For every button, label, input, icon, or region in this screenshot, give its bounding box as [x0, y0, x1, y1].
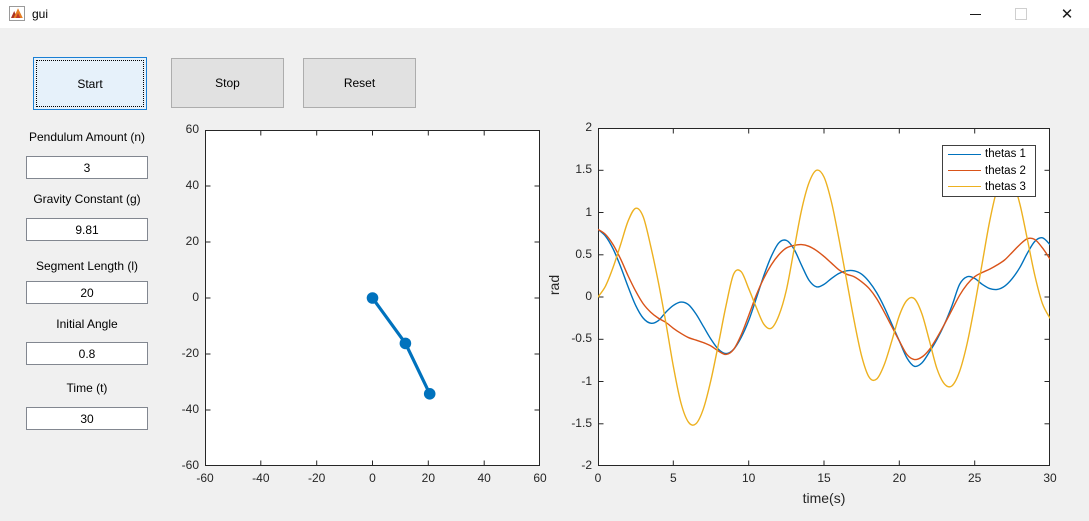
x-tick-label: 40	[477, 471, 491, 485]
matlab-icon	[9, 6, 25, 21]
close-button[interactable]: ✕	[1049, 0, 1085, 28]
pendulum-amount-input[interactable]	[26, 156, 148, 179]
reset-button[interactable]: Reset	[303, 58, 416, 108]
x-tick-label: 20	[421, 471, 435, 485]
close-icon: ✕	[1060, 6, 1074, 23]
y-tick-label: -40	[181, 402, 199, 416]
start-button[interactable]: Start	[33, 57, 147, 110]
y-tick-label: 0	[192, 290, 199, 304]
legend-label-thetas-1: thetas 1	[985, 148, 1026, 161]
x-tick-label: -20	[307, 471, 326, 485]
time-axis-label: time(s)	[802, 490, 846, 506]
y-tick-label: -1	[581, 373, 592, 388]
gravity-constant-label: Gravity Constant (g)	[33, 192, 141, 206]
x-tick-label: 0	[369, 471, 376, 485]
y-tick-label: 0.5	[575, 246, 592, 261]
legend-line-thetas-1	[948, 153, 981, 155]
y-tick-label: 2	[585, 120, 592, 134]
thetas-chart: rad time(s) thetas 1 thetas 2 thetas 3 0…	[546, 116, 1089, 518]
x-tick-label: 0	[594, 471, 602, 485]
y-tick-label: 0	[585, 289, 592, 303]
segment-length-input[interactable]	[26, 281, 148, 304]
maximize-button[interactable]	[1003, 0, 1039, 28]
pendulum-plot-area	[205, 130, 540, 466]
y-tick-label: 20	[185, 234, 199, 248]
legend-item-thetas-1: thetas 1	[943, 146, 1035, 162]
legend-item-thetas-3: thetas 3	[943, 179, 1035, 195]
pendulum-chart: -60 -40 -20 0 20 40 60 -60 -40 -20 0 20 40 60	[175, 118, 557, 510]
initial-angle-label: Initial Angle	[56, 317, 118, 331]
x-tick-label: 5	[669, 471, 677, 485]
gravity-constant-input[interactable]	[26, 218, 148, 241]
y-tick-label: -20	[181, 346, 199, 360]
legend-line-thetas-2	[948, 170, 981, 172]
x-tick-label: -40	[252, 471, 270, 485]
x-tick-label: 30	[1043, 471, 1057, 485]
pendulum-amount-label: Pendulum Amount (n)	[28, 130, 146, 144]
time-input[interactable]	[26, 407, 148, 430]
x-tick-label: 60	[533, 471, 547, 485]
legend-item-thetas-2: thetas 2	[943, 162, 1035, 178]
y-tick-label: 40	[185, 178, 199, 192]
y-tick-label: -2	[581, 458, 592, 472]
legend-label-thetas-2: thetas 2	[985, 164, 1026, 177]
segment-length-label: Segment Length (l)	[35, 259, 139, 273]
y-tick-label: 1.5	[575, 162, 592, 177]
legend-line-thetas-3	[948, 186, 981, 188]
minimize-icon	[969, 13, 981, 15]
y-tick-label: -60	[181, 458, 199, 472]
maximize-icon	[1015, 8, 1027, 20]
x-tick-label: 15	[817, 471, 831, 485]
y-tick-label: 1	[585, 204, 592, 219]
y-tick-label: 60	[185, 122, 199, 136]
y-tick-label: -1.5	[571, 415, 592, 430]
x-tick-label: 20	[892, 471, 906, 485]
x-tick-label: -60	[196, 471, 214, 485]
time-label: Time (t)	[66, 381, 108, 395]
y-tick-label: -0.5	[571, 331, 592, 346]
stop-button[interactable]: Stop	[171, 58, 284, 108]
x-tick-label: 10	[741, 471, 756, 485]
initial-angle-input[interactable]	[26, 342, 148, 365]
minimize-button[interactable]	[957, 0, 993, 28]
legend: thetas 1 thetas 2 thetas 3	[942, 145, 1036, 197]
window-title: gui	[32, 7, 49, 21]
title-bar: gui ✕	[0, 0, 1089, 28]
x-tick-label: 25	[967, 471, 982, 485]
legend-label-thetas-3: thetas 3	[985, 180, 1026, 193]
